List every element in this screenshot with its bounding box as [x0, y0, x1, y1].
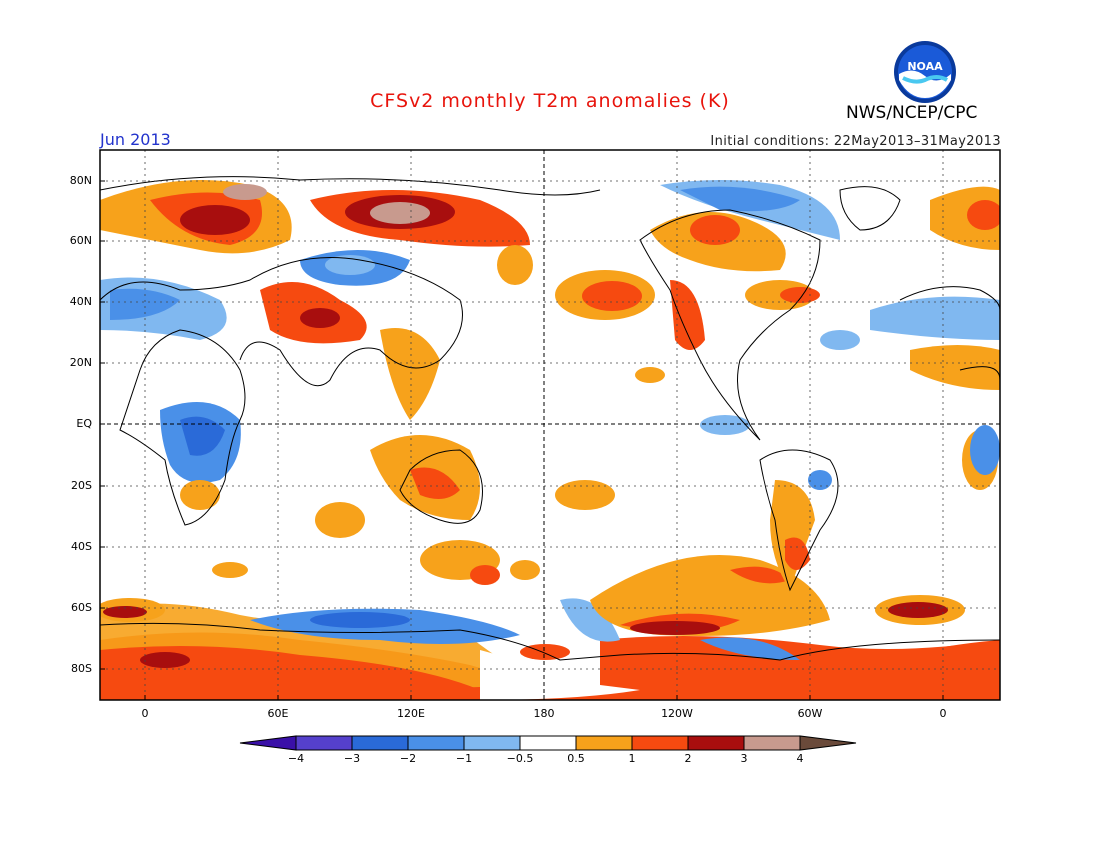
- colorbar-swatch: [687, 735, 745, 751]
- map-frame: [99, 149, 1001, 701]
- colorbar-label: 1: [628, 752, 636, 765]
- lon-label: 180: [533, 707, 555, 720]
- colorbar-swatch: [743, 735, 801, 751]
- agency-label: NWS/NCEP/CPC: [846, 103, 978, 123]
- lon-label: 120E: [397, 707, 425, 720]
- colorbar-label: −0.5: [506, 752, 534, 765]
- lon-label: 120W: [661, 707, 693, 720]
- lat-label: 80N: [69, 174, 92, 187]
- initial-conditions: Initial conditions: 22May2013–31May2013: [710, 134, 1001, 149]
- colorbar-label: −3: [343, 752, 361, 765]
- noaa-logo: NOAA: [894, 41, 956, 103]
- lat-label: 40S: [71, 540, 92, 553]
- axis-ticks: [100, 180, 944, 700]
- map-title: CFSv2 monthly T2m anomalies (K): [370, 90, 730, 112]
- colorbar-label: 4: [796, 752, 804, 765]
- lat-label: 80S: [71, 662, 92, 675]
- anomaly-fields: [100, 180, 1000, 700]
- colorbar-label: −1: [455, 752, 473, 765]
- coastlines: [100, 176, 1000, 661]
- lat-label: EQ: [76, 417, 92, 430]
- lat-label: 60N: [69, 234, 92, 247]
- colorbar-swatch: [631, 735, 689, 751]
- lon-label: 0: [141, 707, 149, 720]
- colorbar-swatch: [407, 735, 465, 751]
- colorbar-label: −2: [399, 752, 417, 765]
- lat-label: 40N: [69, 295, 92, 308]
- noaa-logo-text: NOAA: [907, 60, 943, 73]
- lon-label: 0: [939, 707, 947, 720]
- colorbar-arrow-low: [239, 735, 297, 751]
- colorbar-label: −4: [287, 752, 305, 765]
- colorbar-label: 3: [740, 752, 748, 765]
- lat-label: 20S: [71, 479, 92, 492]
- colorbar-swatch: [463, 735, 521, 751]
- colorbar-swatch: [351, 735, 409, 751]
- colorbar-swatch: [295, 735, 353, 751]
- forecast-month: Jun 2013: [100, 130, 171, 149]
- colorbar: [239, 735, 857, 751]
- lon-label: 60W: [797, 707, 823, 720]
- lat-label: 60S: [71, 601, 92, 614]
- lat-label: 20N: [69, 356, 92, 369]
- colorbar-label: 2: [684, 752, 692, 765]
- colorbar-label: 0.5: [567, 752, 585, 765]
- lon-label: 60E: [267, 707, 289, 720]
- graticule: [100, 150, 1000, 700]
- colorbar-swatch: [575, 735, 633, 751]
- colorbar-swatch: [519, 735, 577, 751]
- colorbar-arrow-high: [799, 735, 857, 751]
